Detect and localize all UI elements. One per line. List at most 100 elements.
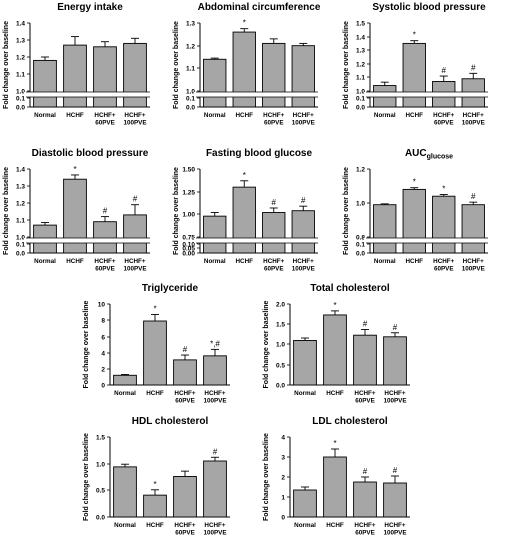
significance-mark-hchf-100pve: *,# bbox=[210, 339, 220, 348]
y-tick-label: 0.05 bbox=[182, 245, 195, 252]
x-tick-label-hchf-100pve: HCHF+ 100PVE bbox=[203, 390, 226, 405]
bar-normal bbox=[293, 489, 317, 518]
significance-mark-hchf-60pve: # bbox=[363, 467, 368, 476]
y-axis-label: Fold change over baseline bbox=[263, 300, 270, 388]
y-tick-label: 0.8 bbox=[356, 234, 365, 241]
bar-normal bbox=[33, 59, 57, 108]
y-axis-label: Fold change over baseline bbox=[3, 21, 10, 109]
y-tick-label: 3 bbox=[281, 454, 285, 461]
y-tick-label: 0.0 bbox=[16, 250, 25, 257]
x-tick-label-normal: Normal bbox=[294, 390, 316, 397]
y-tick-label: 0.1 bbox=[186, 95, 195, 102]
significance-mark-hchf: * bbox=[153, 480, 156, 489]
significance-mark-hchf-60pve: # bbox=[442, 66, 447, 75]
x-tick-label-normal: Normal bbox=[204, 112, 226, 119]
bar-hchf-100pve bbox=[203, 460, 227, 518]
y-tick-label: 1.4 bbox=[16, 20, 25, 27]
x-tick-label-hchf-100pve: HCHF+ 100PVE bbox=[462, 112, 485, 127]
y-axis-label: Fold change over baseline bbox=[83, 300, 90, 388]
significance-mark-hchf-100pve: # bbox=[471, 63, 476, 72]
bar-normal bbox=[203, 215, 227, 254]
axis-break-gap bbox=[194, 238, 320, 243]
bar-hchf bbox=[63, 44, 87, 108]
y-tick-label: 1.1 bbox=[356, 74, 365, 81]
x-tick-label-hchf-60pve: HCHF+ 60PVE bbox=[433, 112, 454, 127]
chart-fasting-blood-glucose: Fasting blood glucose Fold change over ba… bbox=[173, 148, 320, 273]
y-tick-label: 1.25 bbox=[182, 189, 195, 196]
chart-title: Abdominal circumference bbox=[198, 2, 321, 13]
y-tick-label: 0 bbox=[101, 382, 105, 389]
y-tick-label: 1.0 bbox=[276, 341, 285, 348]
x-tick-label-hchf-60pve: HCHF+ 60PVE bbox=[433, 258, 454, 273]
bar-normal bbox=[373, 204, 397, 254]
bar-hchf-60pve bbox=[173, 359, 197, 386]
significance-mark-hchf-60pve: # bbox=[272, 198, 277, 207]
x-tick-label-hchf-100pve: HCHF+ 100PVE bbox=[203, 522, 226, 537]
x-tick-label-normal: Normal bbox=[204, 258, 226, 265]
y-tick-label: 1.5 bbox=[96, 434, 105, 441]
axis-break-gap bbox=[364, 238, 490, 243]
y-tick-label: 1.4 bbox=[356, 34, 365, 41]
bar-hchf-60pve bbox=[262, 42, 286, 108]
bar-hchf-60pve bbox=[173, 476, 197, 518]
bar-hchf-60pve bbox=[353, 334, 377, 386]
axis-break-gap bbox=[24, 238, 152, 243]
y-tick-label: 1 bbox=[281, 494, 285, 501]
y-tick-label: 6 bbox=[101, 334, 105, 341]
chart-total-cholesterol: Total cholesterol Fold change over baseli… bbox=[263, 283, 410, 405]
chart-triglyceride: Triglyceride Fold change over baseline 10 8… bbox=[83, 283, 230, 405]
y-tick-label: 1.4 bbox=[16, 166, 25, 173]
x-tick-label-hchf: HCHF bbox=[326, 390, 344, 397]
y-tick-label: 1.5 bbox=[276, 321, 285, 328]
chart-title: HDL cholesterol bbox=[132, 416, 209, 427]
bar-hchf bbox=[323, 456, 347, 518]
significance-mark-hchf-100pve: # bbox=[471, 192, 476, 201]
significance-mark-hchf: * bbox=[333, 301, 336, 310]
y-tick-label: 1.2 bbox=[356, 61, 365, 68]
y-tick-label: 1.0 bbox=[186, 88, 195, 95]
y-tick-label: 1.1 bbox=[16, 71, 25, 78]
bar-hchf-100pve bbox=[123, 214, 147, 254]
y-tick-label: 0.5 bbox=[276, 362, 285, 369]
significance-mark-hchf-60pve: * bbox=[442, 185, 445, 194]
significance-mark-hchf: * bbox=[73, 165, 76, 174]
chart-title-subscript: glucose bbox=[427, 154, 454, 161]
y-tick-label: 1.3 bbox=[356, 47, 365, 54]
bar-hchf bbox=[402, 188, 426, 254]
bar-hchf-100pve bbox=[383, 482, 407, 518]
y-tick-label: 8 bbox=[101, 317, 105, 324]
x-tick-label-hchf: HCHF bbox=[406, 258, 424, 265]
x-tick-label-hchf-100pve: HCHF+ 100PVE bbox=[462, 258, 485, 273]
y-axis-label: Fold change over baseline bbox=[3, 167, 10, 255]
x-tick-label-hchf-60pve: HCHF+ 60PVE bbox=[263, 112, 284, 127]
y-tick-label: 0.10 bbox=[182, 241, 195, 248]
x-tick-label-normal: Normal bbox=[114, 522, 136, 529]
x-tick-label-normal: Normal bbox=[374, 258, 396, 265]
bar-hchf-60pve bbox=[432, 195, 456, 254]
y-tick-label: 4 bbox=[101, 350, 105, 357]
y-tick-label: 1.50 bbox=[182, 166, 195, 173]
bar-hchf-60pve bbox=[353, 481, 377, 518]
y-tick-label: 1.2 bbox=[16, 54, 25, 61]
x-tick-label-hchf: HCHF bbox=[66, 258, 84, 265]
bar-hchf bbox=[143, 494, 167, 518]
y-tick-label: 1.0 bbox=[356, 88, 365, 95]
significance-mark-hchf: * bbox=[413, 31, 416, 40]
significance-mark-hchf-100pve: # bbox=[301, 196, 306, 205]
chart-diastolic-blood-pressure: Diastolic blood pressure Fold change over… bbox=[3, 148, 152, 273]
y-axis-label: Fold change over baseline bbox=[343, 21, 350, 109]
bar-hchf-60pve bbox=[93, 221, 117, 254]
y-tick-label: 0.0 bbox=[356, 250, 365, 257]
x-tick-label-hchf-100pve: HCHF+ 100PVE bbox=[292, 258, 315, 273]
significance-mark-hchf: * bbox=[333, 439, 336, 448]
chart-title: Fasting blood glucose bbox=[206, 148, 313, 159]
y-axis-label: Fold change over baseline bbox=[263, 433, 270, 521]
x-tick-label-hchf-100pve: HCHF+ 100PVE bbox=[123, 258, 146, 273]
significance-mark-hchf-100pve: # bbox=[133, 195, 138, 204]
bar-hchf bbox=[143, 320, 167, 386]
significance-mark-hchf-60pve: # bbox=[103, 207, 108, 216]
chart-title: Total cholesterol bbox=[310, 283, 389, 294]
chart-title: Systolic blood pressure bbox=[372, 2, 486, 13]
significance-mark-hchf-60pve: # bbox=[363, 320, 368, 329]
